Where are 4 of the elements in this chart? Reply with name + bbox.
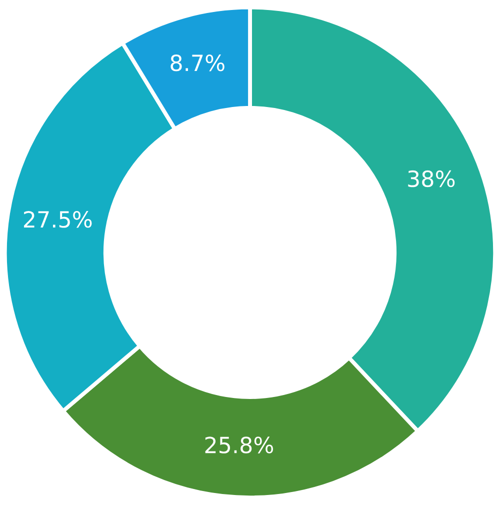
- data-label: 25.8%: [205, 436, 274, 454]
- data-label: 8.7%: [170, 54, 224, 72]
- data-label: 38%: [408, 170, 455, 188]
- data-label: 27.5%: [24, 210, 92, 228]
